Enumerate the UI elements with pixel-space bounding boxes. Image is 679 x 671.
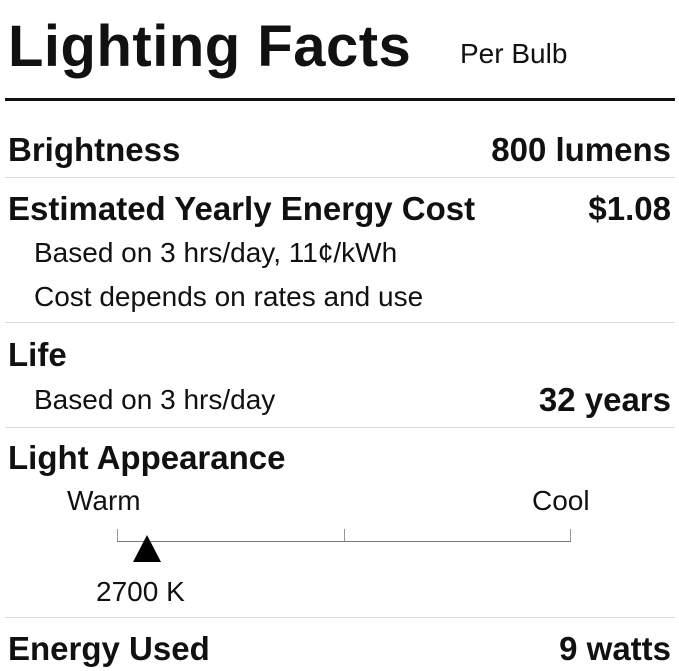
title-divider (5, 98, 675, 101)
warm-label: Warm (67, 485, 141, 516)
divider (5, 322, 675, 323)
divider (5, 427, 675, 428)
scale-tick (117, 529, 118, 541)
life-value: 32 years (538, 381, 671, 418)
brightness-value: 800 lumens (491, 131, 671, 168)
life-note: Based on 3 hrs/day (34, 384, 276, 415)
divider (5, 617, 675, 618)
brightness-label: Brightness (8, 131, 181, 168)
energy-used-label: Energy Used (8, 630, 210, 667)
energy-used-value: 9 watts (559, 630, 671, 667)
scale-tick (570, 529, 571, 541)
energy-cost-value: $1.08 (588, 190, 671, 227)
per-bulb-label: Per Bulb (460, 38, 568, 69)
scale-tick (344, 529, 345, 541)
scale-line (117, 541, 571, 542)
color-temperature-value: 2700 K (96, 576, 185, 607)
energy-cost-note: Cost depends on rates and use (34, 281, 424, 312)
energy-cost-label: Estimated Yearly Energy Cost (8, 190, 476, 227)
temperature-marker-icon (132, 535, 161, 562)
life-label: Life (8, 336, 67, 373)
divider (5, 177, 675, 178)
page-title: Lighting Facts (8, 14, 412, 79)
light-appearance-label: Light Appearance (8, 439, 286, 476)
energy-cost-note: Based on 3 hrs/day, 11¢/kWh (34, 237, 398, 268)
cool-label: Cool (532, 485, 590, 516)
